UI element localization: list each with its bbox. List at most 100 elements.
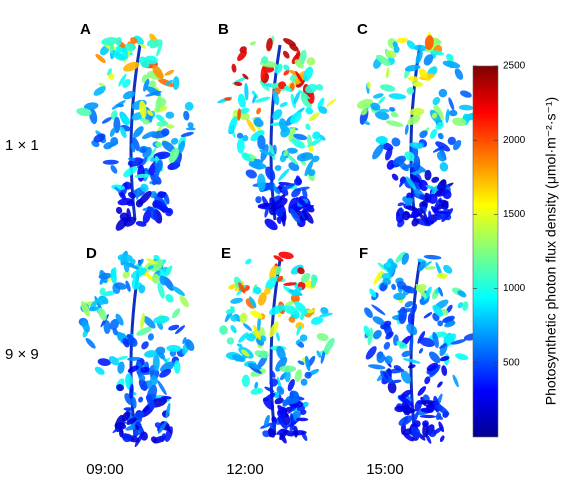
leaf	[431, 112, 438, 119]
leaf	[140, 366, 150, 373]
leaf	[373, 329, 382, 340]
leaf	[282, 397, 300, 405]
leaf	[278, 251, 294, 260]
leaf	[425, 433, 432, 444]
leaf	[305, 83, 318, 94]
leaf	[462, 301, 469, 311]
leaf	[437, 320, 444, 327]
leaf	[131, 112, 144, 121]
leaf	[276, 428, 285, 435]
leaf	[259, 149, 275, 157]
leaf	[230, 314, 238, 322]
leaf	[391, 283, 396, 291]
leaf	[373, 270, 384, 285]
leaf	[407, 76, 419, 81]
leaf	[418, 179, 429, 191]
leaf	[125, 280, 131, 292]
leaf	[184, 101, 194, 111]
leaf	[161, 140, 176, 153]
leaf	[296, 152, 314, 162]
leaf	[83, 102, 99, 111]
leaf	[386, 50, 397, 59]
leaf	[387, 381, 397, 394]
leaf	[110, 268, 117, 284]
leaf	[164, 265, 173, 278]
leaf	[228, 116, 238, 133]
leaf	[291, 188, 301, 198]
leaf	[114, 186, 121, 193]
leaf	[244, 82, 249, 101]
colorbar-tick-label: 500	[503, 357, 520, 368]
leaf	[436, 272, 448, 279]
leaf	[426, 362, 439, 372]
leaf	[376, 54, 391, 66]
leaf	[392, 41, 398, 48]
leaf	[174, 325, 186, 335]
leaf	[398, 306, 407, 325]
leaf	[452, 117, 467, 127]
leaf	[276, 386, 285, 395]
leaf	[76, 107, 92, 117]
leaf	[109, 318, 120, 331]
leaf	[153, 315, 170, 324]
leaf	[118, 428, 124, 438]
leaf	[436, 151, 446, 162]
leaf	[448, 97, 455, 111]
leaf	[289, 390, 300, 400]
leaf	[295, 50, 301, 60]
column-label: 09:00	[86, 461, 124, 478]
leaf	[85, 337, 96, 349]
leaf	[454, 68, 464, 80]
leaf	[165, 294, 174, 303]
leaf	[115, 356, 128, 361]
leaf	[159, 275, 168, 286]
leaf	[374, 111, 390, 120]
leaf	[289, 43, 299, 52]
leaf	[149, 191, 157, 199]
leaf	[296, 325, 302, 336]
leaf	[452, 374, 459, 388]
leaf	[263, 414, 270, 428]
leaf	[232, 354, 246, 362]
leaf	[257, 292, 267, 306]
leaf	[251, 90, 259, 99]
leaf	[390, 379, 402, 384]
leaf	[123, 216, 137, 227]
leaf	[401, 211, 411, 221]
leaf	[294, 59, 304, 69]
leaf	[428, 428, 437, 438]
plant	[217, 35, 336, 231]
leaf	[409, 142, 423, 149]
leaf	[423, 54, 434, 66]
plant	[78, 250, 195, 448]
leaf	[433, 104, 444, 121]
leaf	[283, 64, 290, 71]
leaf	[363, 121, 371, 126]
plant	[363, 251, 480, 444]
leaf	[457, 290, 467, 298]
leaf	[225, 309, 233, 315]
leaf	[141, 131, 156, 140]
leaf	[136, 156, 149, 169]
leaf	[424, 169, 432, 181]
leaf	[117, 198, 133, 206]
leaf	[149, 375, 158, 386]
leaf	[97, 295, 107, 305]
leaf	[396, 341, 408, 349]
leaf	[157, 191, 166, 199]
leaf	[276, 275, 284, 282]
leaf	[108, 356, 120, 366]
leaf	[185, 127, 196, 131]
leaf	[435, 121, 444, 130]
leaf	[412, 411, 419, 424]
leaf	[136, 327, 152, 336]
leaf	[316, 333, 329, 341]
leaf	[431, 37, 442, 44]
leaf	[140, 312, 145, 330]
leaf	[435, 141, 451, 152]
leaf	[264, 386, 275, 393]
leaf	[131, 137, 140, 152]
leaf	[122, 90, 136, 100]
leaf	[320, 350, 326, 364]
leaf	[226, 337, 235, 345]
